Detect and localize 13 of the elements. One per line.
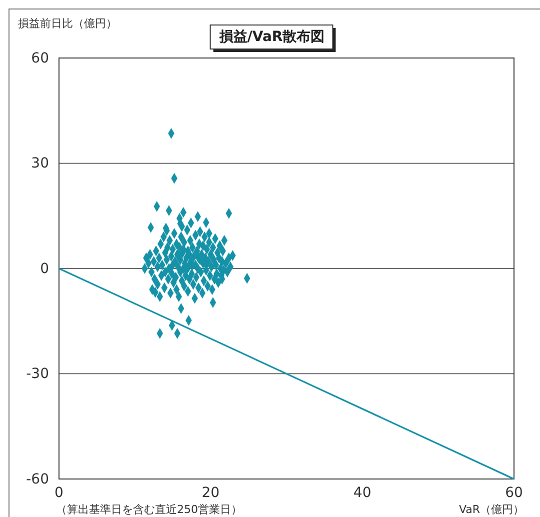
y-tick-label: 0 xyxy=(40,260,49,277)
text: （算出基準日を含む直近250営業日） xyxy=(56,503,242,516)
y-axis-title: 損益前日比（億円） xyxy=(18,17,117,30)
y-tick-label: -30 xyxy=(26,366,49,382)
x-tick-label: 20 xyxy=(202,484,220,501)
x-tick-label: 60 xyxy=(505,484,523,501)
x-axis-title: VaR（億円） xyxy=(458,503,524,516)
y-tick-label: 30 xyxy=(31,156,49,172)
y-tick-label: -60 xyxy=(26,471,49,488)
x-tick-label: 0 xyxy=(54,484,64,501)
x-tick-label: 40 xyxy=(353,484,372,501)
y-tick-label: 60 xyxy=(31,50,49,66)
chart-title: 損益/VaR散布図 xyxy=(218,29,325,45)
